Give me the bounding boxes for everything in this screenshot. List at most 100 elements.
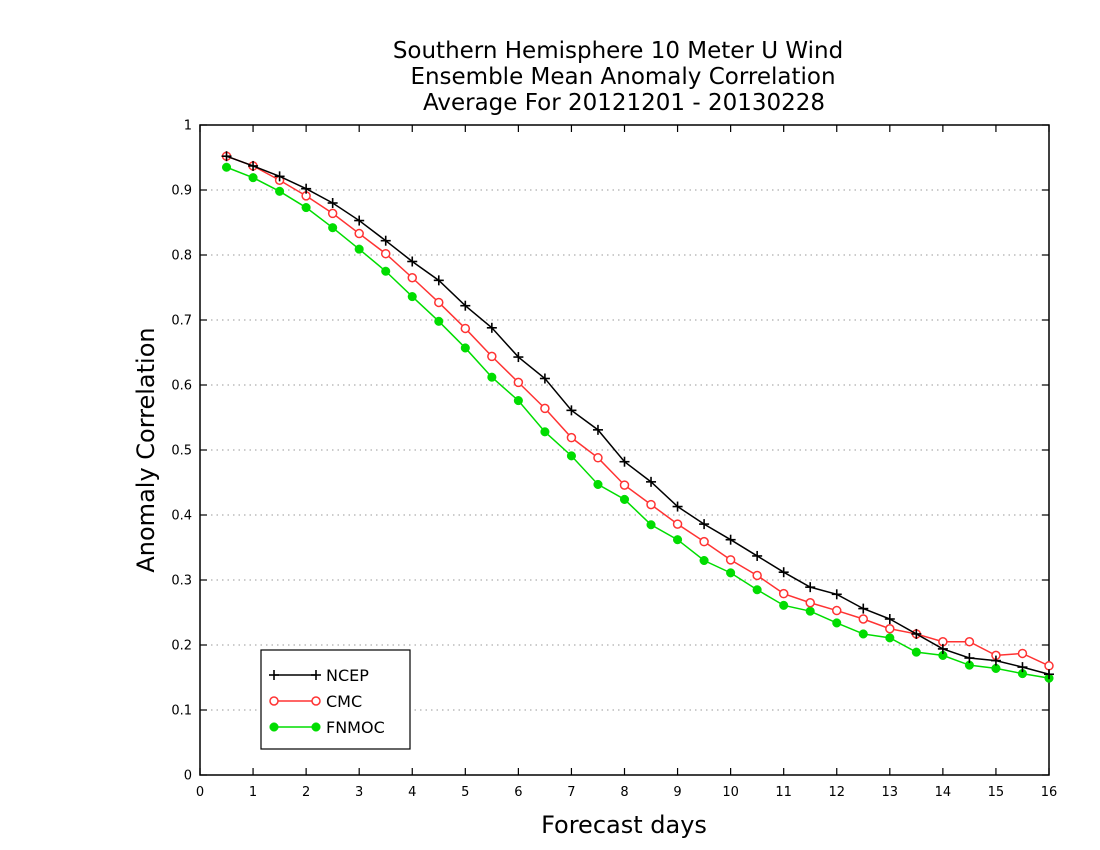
data-point-cmc	[1044, 661, 1054, 671]
chart-title: Southern Hemisphere 10 Meter U Wind Ense…	[393, 38, 843, 116]
data-point-cmc	[540, 403, 550, 414]
y-tick-label: 0.5	[171, 444, 192, 459]
series-line-fnmoc	[226, 166, 1050, 679]
x-tick-label: 13	[882, 785, 899, 800]
data-point-fnmoc	[858, 629, 868, 639]
data-point-fnmoc	[619, 494, 630, 504]
data-point-fnmoc	[885, 633, 895, 643]
data-point-ncep	[937, 643, 948, 654]
x-tick-label: 4	[408, 785, 416, 800]
x-tick-label: 2	[302, 785, 310, 800]
data-point-ncep	[407, 256, 418, 267]
series-fnmoc	[221, 162, 1054, 683]
x-tick-label: 6	[514, 785, 522, 800]
title-line-2: Ensemble Mean Anomaly Correlation	[410, 64, 835, 90]
x-tick-label: 0	[196, 785, 204, 800]
x-tick-label: 14	[935, 785, 952, 800]
legend-label-fnmoc: FNMOC	[326, 718, 385, 737]
series-ncep	[221, 151, 1054, 680]
y-tick-label: 0.4	[171, 509, 192, 524]
x-tick-label: 7	[567, 785, 575, 800]
legend-item-fnmoc: FNMOC	[269, 718, 385, 737]
data-point-cmc	[699, 536, 709, 547]
data-point-fnmoc	[248, 173, 258, 183]
data-point-fnmoc	[513, 396, 523, 406]
data-point-cmc	[725, 555, 736, 565]
data-point-ncep	[486, 322, 497, 333]
y-tick-label: 0	[184, 769, 192, 784]
data-point-cmc	[513, 377, 524, 388]
data-point-fnmoc	[832, 618, 842, 628]
data-point-cmc	[566, 432, 577, 443]
data-point-fnmoc	[726, 568, 736, 578]
data-point-ncep	[619, 456, 630, 467]
data-point-cmc	[858, 614, 869, 624]
data-point-ncep	[858, 603, 869, 614]
data-point-fnmoc	[593, 479, 603, 490]
data-point-ncep	[566, 405, 577, 416]
data-point-ncep	[248, 160, 259, 171]
y-axis-label: Anomaly Correlation	[132, 327, 160, 572]
x-tick-label: 9	[673, 785, 681, 800]
title-line-3: Average For 20121201 - 20130228	[423, 90, 825, 116]
data-point-fnmoc	[354, 244, 364, 254]
data-point-fnmoc	[566, 451, 576, 461]
data-point-fnmoc	[460, 343, 470, 353]
legend-marker-cmc	[269, 696, 279, 706]
series-line-cmc	[226, 155, 1050, 667]
data-point-cmc	[327, 208, 338, 219]
data-point-ncep	[460, 300, 471, 311]
x-tick-label: 12	[828, 785, 845, 800]
data-point-ncep	[884, 614, 895, 624]
x-tick-label: 8	[620, 785, 628, 800]
data-point-fnmoc	[487, 372, 497, 382]
data-point-cmc	[434, 297, 444, 308]
data-point-fnmoc	[911, 647, 921, 657]
data-point-cmc	[752, 570, 762, 581]
data-point-fnmoc	[673, 535, 683, 545]
data-point-fnmoc	[407, 292, 417, 302]
data-point-ncep	[301, 183, 312, 194]
y-tick-label: 0.1	[171, 704, 192, 719]
data-point-ncep	[778, 567, 789, 578]
data-point-fnmoc	[275, 186, 285, 196]
data-point-ncep	[725, 534, 736, 545]
x-tick-label: 5	[461, 785, 469, 800]
legend-label-cmc: CMC	[326, 692, 362, 711]
data-point-ncep	[327, 198, 338, 208]
x-axis-label: Forecast days	[541, 811, 707, 839]
x-tick-label: 1	[249, 785, 257, 800]
y-tick-label: 0.6	[171, 379, 192, 394]
data-point-fnmoc	[779, 600, 789, 610]
data-point-ncep	[805, 582, 816, 593]
y-tick-label: 0.2	[171, 639, 192, 654]
y-tick-labels: 0 0.1 0.2 0.3 0.4 0.5 0.6 0.7 0.8 0.9 1	[171, 119, 192, 784]
data-point-fnmoc	[381, 266, 391, 276]
data-point-ncep	[539, 373, 550, 384]
legend-item-ncep: NCEP	[269, 666, 369, 685]
data-point-cmc	[832, 605, 842, 616]
x-tick-labels: 0 1 2 3 4 5 6 7 8 9 10 11 12 13 14 15 16	[196, 785, 1057, 800]
data-point-ncep	[752, 550, 763, 561]
data-point-ncep	[433, 275, 444, 286]
data-point-fnmoc	[752, 585, 762, 595]
y-tick-label: 0.8	[171, 249, 192, 264]
data-point-cmc	[778, 588, 789, 599]
data-point-cmc	[380, 248, 391, 259]
title-line-1: Southern Hemisphere 10 Meter U Wind	[393, 38, 843, 64]
data-point-ncep	[380, 235, 391, 246]
data-point-ncep	[990, 655, 1001, 666]
data-point-ncep	[1044, 669, 1054, 680]
data-point-cmc	[964, 637, 975, 647]
data-point-fnmoc	[540, 427, 550, 437]
x-tick-label: 10	[722, 785, 739, 800]
axis-ticks	[199, 124, 1050, 776]
x-tick-label: 15	[988, 785, 1005, 800]
data-point-cmc	[885, 624, 895, 634]
data-point-ncep	[221, 151, 232, 162]
data-point-ncep	[513, 352, 524, 363]
x-tick-label: 11	[775, 785, 792, 800]
data-point-ncep	[592, 424, 603, 435]
data-point-ncep	[1017, 662, 1028, 673]
